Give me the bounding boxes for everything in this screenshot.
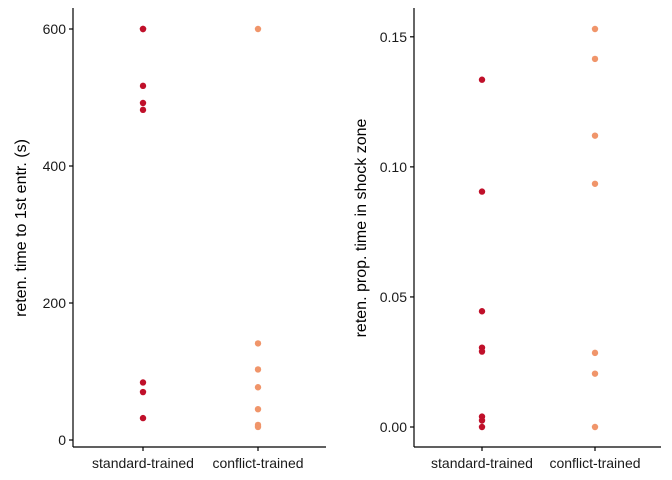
data-point (478, 76, 486, 83)
data-point (591, 55, 599, 63)
data-point (478, 348, 486, 355)
data-point (591, 349, 599, 357)
data-point (254, 423, 262, 431)
data-point (591, 25, 599, 33)
data-point (478, 188, 486, 195)
data-point (591, 423, 599, 431)
y-tick-label: 0.10 (380, 159, 407, 175)
data-point (254, 25, 262, 33)
y-axis-title: reten. prop. time in shock zone (353, 119, 370, 338)
data-point (139, 379, 147, 386)
data-point (478, 417, 486, 424)
panel-retention-prop-time-shock-zone: 0.00 0.05 0.10 0.15 standard-trained conflict… (353, 8, 661, 471)
y-tick-label: 400 (43, 158, 67, 174)
x-tick-label: conflict-trained (212, 455, 303, 471)
data-point (139, 106, 147, 114)
data-point (139, 82, 147, 90)
x-tick-label: standard-trained (431, 455, 533, 471)
data-point (139, 99, 147, 107)
data-point (139, 25, 147, 33)
panel-retention-time-first-entry: 0 200 400 600 standard-trained conflict-train… (13, 8, 326, 471)
data-point (591, 132, 599, 139)
y-axis-title: reten. time to 1st entr. (s) (13, 139, 30, 317)
data-point (591, 370, 599, 377)
data-point (478, 308, 486, 315)
data-point (254, 405, 262, 413)
y-tick-label: 0.15 (380, 29, 407, 45)
x-tick-label: conflict-trained (549, 455, 640, 471)
y-tick-label: 0.00 (380, 419, 407, 435)
y-tick-label: 0.05 (380, 289, 407, 305)
x-tick-label: standard-trained (92, 455, 194, 471)
data-point (254, 366, 262, 373)
data-point (139, 414, 147, 422)
data-point (591, 180, 599, 187)
y-tick-label: 0 (58, 432, 66, 448)
data-point (254, 340, 262, 347)
data-point (139, 388, 147, 396)
y-tick-label: 200 (43, 295, 67, 311)
data-point (254, 384, 262, 391)
data-point (478, 423, 486, 431)
y-tick-label: 600 (43, 21, 67, 37)
